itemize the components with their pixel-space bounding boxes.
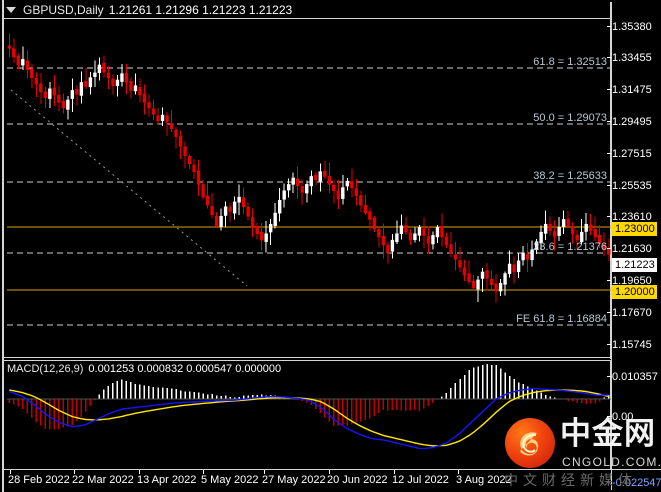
macd-frame-right bbox=[610, 360, 611, 470]
macd-tick: 0.00 bbox=[607, 412, 633, 423]
date-label: 12 Jul 2022 bbox=[392, 474, 449, 486]
macd-indicator-name: MACD(12,26,9) bbox=[7, 362, 84, 375]
date-tick bbox=[329, 470, 330, 474]
date-label: 20 Jun 2022 bbox=[327, 474, 388, 486]
date-label: 3 Aug 2022 bbox=[456, 474, 512, 486]
chart-left-border bbox=[2, 0, 4, 492]
price-tick: 1.33455 bbox=[607, 53, 652, 64]
current-price-label[interactable]: 1.21223 bbox=[612, 258, 657, 272]
symbol-label: GBPUSD,Daily bbox=[23, 3, 104, 17]
fibonacci-level-label: 23.6 = 1.21376 bbox=[533, 241, 607, 253]
fibonacci-level-label: 50.0 = 1.29073 bbox=[533, 112, 607, 124]
price-level-120000[interactable]: 1.20000 bbox=[612, 285, 657, 299]
date-tick bbox=[458, 470, 459, 474]
price-tick: 1.25535 bbox=[607, 181, 652, 192]
date-label: 22 Mar 2022 bbox=[72, 474, 134, 486]
price-tick: 1.21630 bbox=[607, 244, 652, 255]
macd-plot[interactable] bbox=[7, 362, 611, 468]
fibonacci-level-label: 38.2 = 1.25633 bbox=[533, 170, 607, 182]
date-tick bbox=[139, 470, 140, 474]
fibonacci-level-label: FE 61.8 = 1.16884 bbox=[516, 313, 607, 325]
macd-frame-bottom bbox=[4, 469, 661, 470]
macd-header: MACD(12,26,9) 0.001253 0.000832 0.000547… bbox=[7, 362, 281, 375]
date-tick bbox=[74, 470, 75, 474]
macd-tick: 0.010357 bbox=[607, 372, 658, 383]
date-tick bbox=[10, 470, 11, 474]
price-level-123000[interactable]: 1.23000 bbox=[612, 222, 657, 236]
date-tick bbox=[264, 470, 265, 474]
price-tick: 1.27515 bbox=[607, 149, 652, 160]
macd-chart-svg bbox=[7, 363, 611, 450]
macd-tick: -0.022547 bbox=[612, 477, 661, 489]
date-tick bbox=[203, 470, 204, 474]
price-chart-plot[interactable] bbox=[7, 14, 611, 358]
date-label: 5 May 2022 bbox=[201, 474, 259, 486]
date-label: 28 Feb 2022 bbox=[8, 474, 70, 486]
chart-frame-top bbox=[4, 18, 612, 19]
price-tick: 1.31475 bbox=[607, 85, 652, 96]
price-tick: 1.23610 bbox=[607, 212, 652, 223]
price-chart-svg bbox=[7, 33, 611, 326]
price-tick: 1.17670 bbox=[607, 308, 652, 319]
price-tick: 1.15745 bbox=[607, 340, 652, 351]
fibonacci-level-label: 61.8 = 1.32513 bbox=[533, 56, 607, 68]
date-label: 27 May 2022 bbox=[262, 474, 326, 486]
triangle-down-icon[interactable] bbox=[6, 7, 16, 13]
macd-axis: 0.010357 0.00 -0.022547 bbox=[607, 362, 661, 489]
price-tick: 1.35380 bbox=[607, 22, 652, 33]
macd-frame-top bbox=[4, 360, 611, 361]
date-label: 13 Apr 2022 bbox=[137, 474, 197, 486]
macd-indicator-values: 0.001253 0.000832 0.000547 0.000000 bbox=[88, 362, 282, 375]
date-axis[interactable]: 28 Feb 2022 22 Mar 2022 13 Apr 2022 5 May 2… bbox=[0, 470, 661, 492]
price-axis[interactable]: 1.35380 1.33455 1.31475 1.29495 1.27515 1.255… bbox=[607, 14, 661, 358]
ohlc-values: 1.21261 1.21296 1.21223 1.21223 bbox=[108, 3, 293, 17]
date-tick bbox=[394, 470, 395, 474]
chart-frame-bottom bbox=[4, 357, 611, 358]
price-tick: 1.29495 bbox=[607, 117, 652, 128]
chart-frame-right bbox=[610, 2, 611, 359]
price-tick: 1.19650 bbox=[607, 276, 652, 287]
chart-header: GBPUSD,Daily 1.21261 1.21296 1.21223 1.2… bbox=[6, 3, 292, 17]
price-axis-divider bbox=[611, 2, 612, 490]
